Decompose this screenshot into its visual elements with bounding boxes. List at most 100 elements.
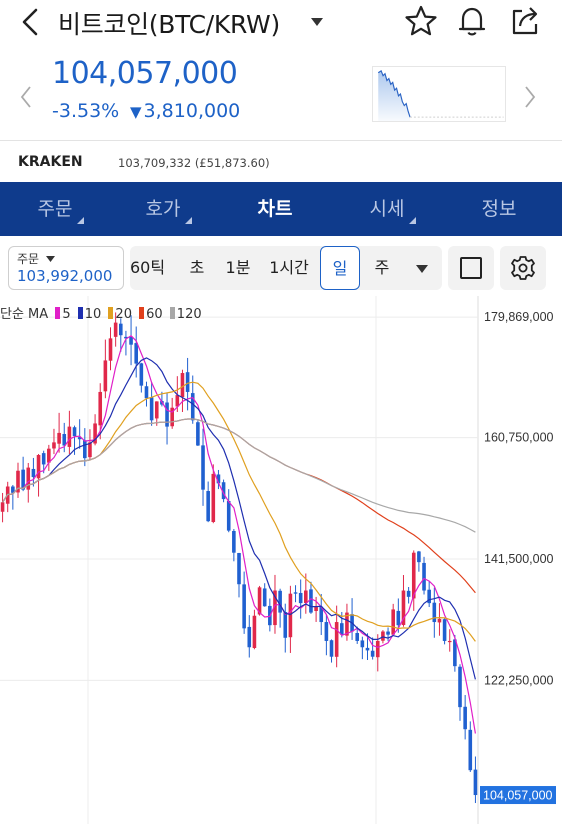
period-60tick[interactable]: 60틱 <box>130 258 166 277</box>
candle <box>185 372 190 392</box>
tab-quotes[interactable]: 시세 <box>352 182 422 236</box>
candle <box>386 631 390 635</box>
candle <box>370 650 375 657</box>
y-tick-label: 160,750,000 <box>484 431 554 445</box>
candle <box>304 590 308 603</box>
candle <box>257 587 262 615</box>
candle <box>309 589 313 613</box>
candle <box>442 619 447 641</box>
candle <box>324 622 329 641</box>
change-amount-value: 3,810,000 <box>143 100 241 122</box>
ma-line-10 <box>2 357 476 680</box>
order-label: 주문 <box>17 252 40 266</box>
candle <box>124 336 128 339</box>
legend-swatch <box>139 307 145 319</box>
down-triangle-icon: ▼ <box>130 103 142 121</box>
tab-order[interactable]: 주문 <box>20 182 90 236</box>
candle <box>16 470 20 493</box>
candle <box>36 454 41 479</box>
caret-down-icon[interactable] <box>310 17 324 27</box>
tab-label: 시세 <box>369 198 405 220</box>
share-icon[interactable] <box>508 4 542 38</box>
candle <box>206 491 210 522</box>
candle <box>88 442 92 458</box>
order-value: 103,992,000 <box>17 267 113 285</box>
y-tick-label: 122,250,000 <box>484 673 554 687</box>
candle <box>375 640 380 658</box>
candle <box>396 610 401 626</box>
period-second[interactable]: 초 <box>189 258 205 277</box>
candle <box>226 501 231 531</box>
app-header: 비트코인(BTC/KRW) <box>0 0 562 44</box>
legend-item: 5 <box>62 307 71 322</box>
candle <box>314 606 318 611</box>
nav-tabs: 주문 호가 차트 시세 정보 <box>0 182 562 236</box>
candle <box>437 618 442 623</box>
caret-down-icon[interactable] <box>416 265 428 273</box>
price-chart[interactable]: 179,869,000 160,750,000 141,500,000 122,250… <box>0 296 562 824</box>
candle <box>211 473 216 522</box>
bell-icon[interactable] <box>455 4 489 38</box>
tab-chart[interactable]: 차트 <box>240 182 310 236</box>
star-icon[interactable] <box>404 4 438 38</box>
candle <box>411 552 416 599</box>
period-1hour[interactable]: 1시간 <box>269 258 309 277</box>
chart-settings-button[interactable] <box>500 246 546 290</box>
candle <box>170 407 174 427</box>
legend-item: 120 <box>176 307 202 322</box>
tab-label: 주문 <box>37 198 73 220</box>
period-week[interactable]: 주 <box>374 258 390 277</box>
candle <box>406 590 411 597</box>
page-title[interactable]: 비트코인(BTC/KRW) <box>58 10 280 39</box>
candle <box>180 373 185 398</box>
candle <box>447 640 452 643</box>
candle <box>57 432 61 444</box>
exchange-name: KRAKEN <box>18 154 83 170</box>
candle <box>339 623 344 635</box>
exchange-price: 103,709,332 (£51,873.60) <box>118 156 270 170</box>
last-price-label: 104,057,000 <box>483 789 553 803</box>
candle <box>365 647 370 651</box>
period-day[interactable]: 일 <box>320 246 360 290</box>
change-percent: -3.53% <box>52 100 120 122</box>
candle <box>417 551 421 563</box>
y-tick-label: 141,500,000 <box>484 552 554 566</box>
back-icon[interactable] <box>16 6 46 38</box>
candle <box>52 442 56 449</box>
candle <box>83 440 87 459</box>
tab-info[interactable]: 정보 <box>464 182 534 236</box>
order-price-box[interactable]: 주문 103,992,000 <box>8 246 124 290</box>
candle <box>453 639 457 667</box>
candle <box>196 422 200 446</box>
candle <box>237 553 241 585</box>
candle <box>427 589 431 604</box>
chevron-right-icon[interactable] <box>522 84 538 110</box>
tab-label: 호가 <box>145 198 181 220</box>
period-1min[interactable]: 1분 <box>225 258 251 277</box>
candle <box>118 323 123 336</box>
candle <box>41 453 46 465</box>
candle <box>242 584 246 629</box>
candle <box>278 590 282 613</box>
candle <box>401 590 406 626</box>
candle <box>432 602 437 623</box>
candle <box>144 386 149 399</box>
tab-orderbook[interactable]: 호가 <box>128 182 198 236</box>
candle <box>201 445 205 490</box>
candle <box>113 322 118 337</box>
chevron-left-icon[interactable] <box>18 84 34 110</box>
legend-item: 60 <box>146 307 163 322</box>
candle <box>108 338 113 361</box>
corner-icon <box>409 217 416 224</box>
gear-icon <box>511 256 535 280</box>
last-price-tag <box>480 786 556 805</box>
tab-label: 차트 <box>257 198 293 220</box>
candle <box>247 626 252 648</box>
mini-chart[interactable] <box>372 66 506 122</box>
ma-legend: 단순 MA 5 10 20 60 120 <box>0 303 202 322</box>
candle <box>468 729 473 771</box>
candle <box>288 593 293 638</box>
drawing-tool-button[interactable] <box>448 246 494 290</box>
legend-swatch <box>55 307 61 319</box>
candle <box>458 666 462 708</box>
